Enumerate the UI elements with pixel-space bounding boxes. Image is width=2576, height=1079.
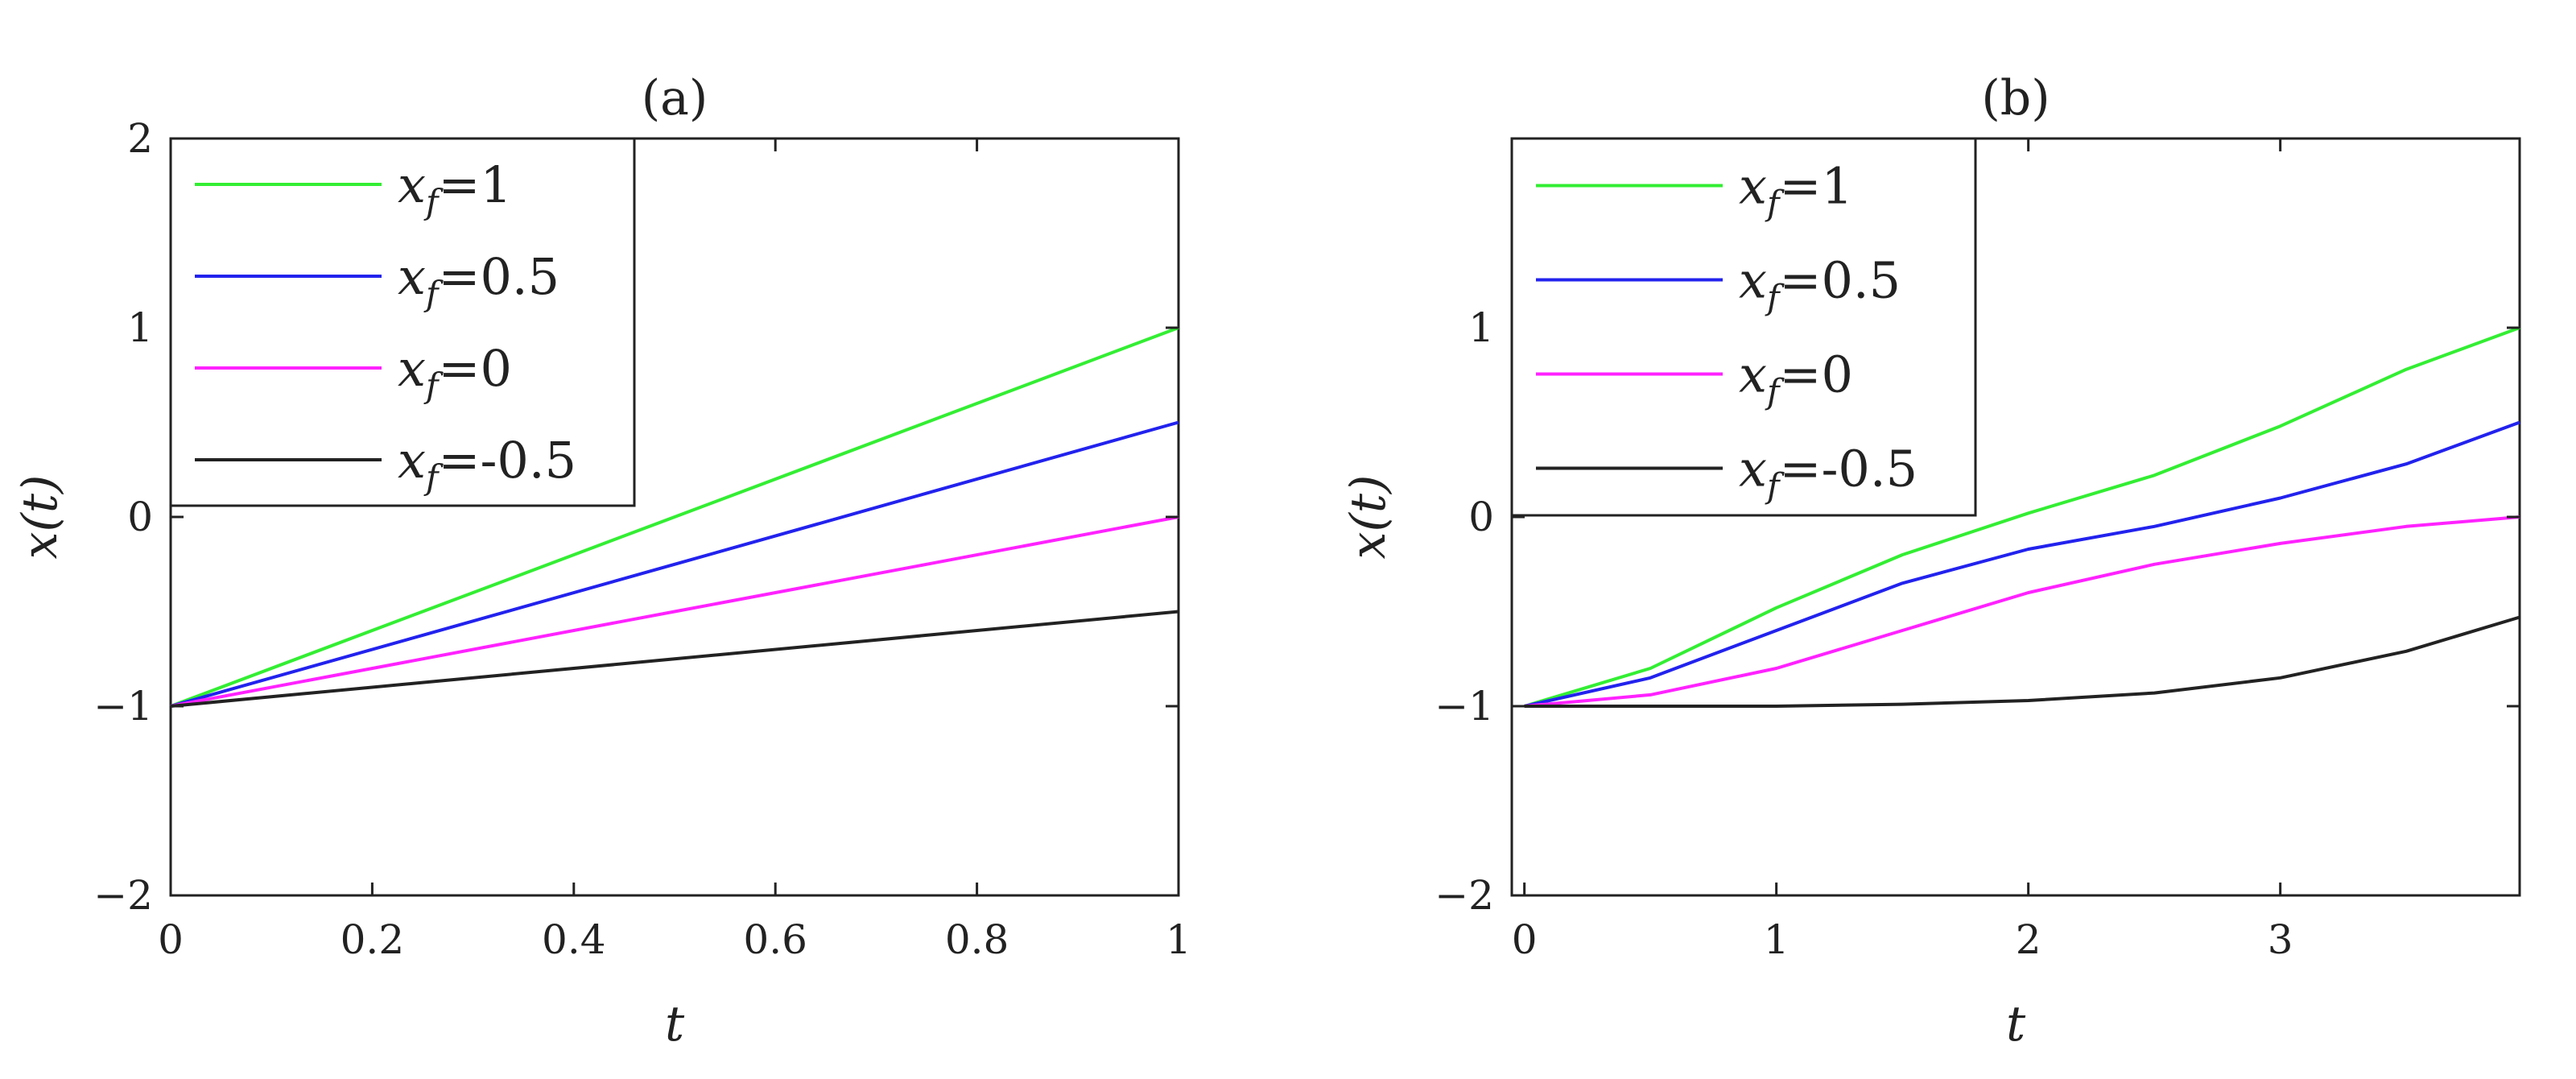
x-tick-label: 1	[1166, 916, 1191, 963]
series-line-2	[170, 515, 1179, 708]
y-tick-label: −2	[93, 872, 153, 919]
legend-value: =-0.5	[1780, 440, 1918, 498]
legend-var: x	[1739, 440, 1767, 498]
legend: xf=1 xf=0.5 xf=0 xf=-0.5	[1510, 137, 1977, 517]
y-tick-label: −1	[93, 683, 153, 730]
legend-entry-0: xf=1	[398, 155, 512, 221]
legend-var: x	[1739, 345, 1767, 404]
legend-value: =1	[439, 155, 512, 214]
legend-entry-0: xf=1	[1739, 157, 1853, 223]
series-line-1	[170, 420, 1179, 708]
y-tick-label: 0	[127, 494, 153, 540]
legend-box	[1510, 137, 1977, 517]
y-axis-label: x(t)	[12, 475, 68, 560]
panel-title: (b)	[1981, 70, 2050, 126]
x-tick-label: 0	[1512, 916, 1538, 963]
y-tick-label: 1	[127, 304, 153, 351]
series-line-1	[1524, 420, 2520, 708]
x-axis-label: t	[2006, 996, 2026, 1052]
x-tick-label: 1	[1764, 916, 1790, 963]
legend-value: =0	[1780, 345, 1853, 404]
legend-var: x	[398, 339, 426, 398]
series-line-3	[170, 610, 1179, 708]
x-tick-label: 0.8	[945, 916, 1009, 963]
x-tick-label: 0.2	[341, 916, 405, 963]
legend-entry-2: xf=0	[1739, 345, 1853, 411]
x-tick-label: 2	[2016, 916, 2041, 963]
x-tick-label: 0	[158, 916, 184, 963]
legend-entry-3: xf=-0.5	[1739, 440, 1918, 506]
legend-box	[169, 137, 636, 507]
series-line-0	[1524, 326, 2520, 708]
y-tick-label: 1	[1468, 304, 1494, 351]
series-line-0	[170, 326, 1179, 708]
legend: xf=1 xf=0.5 xf=0 xf=-0.5	[169, 137, 636, 507]
y-axis-label: x(t)	[1340, 475, 1397, 560]
y-tick-label: 0	[1468, 494, 1494, 540]
x-tick-label: 3	[2268, 916, 2293, 963]
x-tick-label: 0.4	[542, 916, 606, 963]
legend-entry-1: xf=0.5	[1739, 251, 1901, 317]
legend-var: x	[398, 431, 426, 490]
panel-a: 0 0.2 0.4 0.6 0.8 1−2−1012(a)tx(t)xf=1xf=0.5x…	[12, 70, 1191, 1052]
series-line-3	[1524, 615, 2520, 708]
series-line-2	[1524, 515, 2520, 708]
legend-value: =0.5	[1780, 251, 1901, 310]
legend-var: x	[398, 155, 426, 214]
legend-entry-3: xf=-0.5	[398, 431, 576, 497]
legend-var: x	[1739, 251, 1767, 310]
x-tick-label: 0.6	[743, 916, 807, 963]
legend-entry-1: xf=0.5	[398, 247, 559, 313]
panel-title: (a)	[642, 70, 708, 126]
panel-b: 0 1 2 3 −2 −1 0 1 (b) t x(t) xf=1 xf=0.5 xf=0 xf=-0.5	[1340, 70, 2521, 1052]
y-tick-label: −1	[1435, 683, 1494, 730]
legend-value: =1	[1780, 157, 1853, 216]
legend-value: =0	[439, 339, 512, 398]
legend-entry-2: xf=0	[398, 339, 512, 405]
y-tick-label: −2	[1435, 872, 1494, 919]
x-axis-label: t	[665, 996, 685, 1052]
legend-value: =0.5	[439, 247, 560, 306]
legend-value: =-0.5	[439, 431, 577, 490]
legend-var: x	[1739, 157, 1767, 216]
legend-var: x	[398, 247, 426, 306]
y-tick-label: 2	[127, 115, 153, 162]
